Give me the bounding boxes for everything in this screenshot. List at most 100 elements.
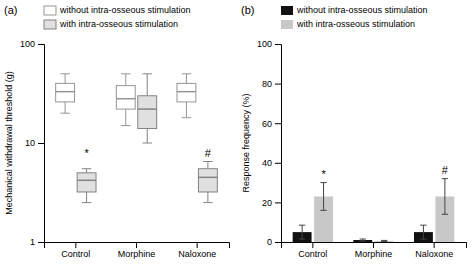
median xyxy=(116,98,135,100)
tick-label: 0 xyxy=(267,237,272,247)
median xyxy=(198,177,217,179)
tick-label: 10 xyxy=(25,138,35,148)
whisker-low xyxy=(86,192,87,203)
whisker-high xyxy=(186,74,187,84)
marks xyxy=(56,74,218,203)
cap-low xyxy=(60,113,69,114)
error-line xyxy=(444,179,445,215)
median xyxy=(138,108,157,110)
error-cap xyxy=(320,210,326,211)
whisker-low xyxy=(65,102,66,113)
error-line xyxy=(323,183,324,211)
median xyxy=(177,91,196,93)
tick-label: 1 xyxy=(30,237,35,247)
annotation: * xyxy=(321,168,326,180)
annotation: # xyxy=(205,147,212,159)
y-axis: 0 20 40 60 80 100 xyxy=(257,39,282,247)
whisker-low xyxy=(147,129,148,143)
legend-item: without intra-osseous stimulation xyxy=(281,5,428,15)
error-cap xyxy=(442,178,448,179)
legend-swatch xyxy=(281,20,293,29)
cap-high xyxy=(60,73,69,74)
tick-mark xyxy=(75,242,76,248)
x-axis: Control Morphine Naloxone xyxy=(282,242,467,259)
box xyxy=(138,74,157,143)
tick: 100 xyxy=(257,39,281,49)
error-cap xyxy=(420,225,426,226)
tick: Control xyxy=(298,242,327,259)
error-line xyxy=(423,225,424,239)
tick: Naloxone xyxy=(415,242,453,259)
bar xyxy=(375,241,394,242)
box-body xyxy=(56,83,75,102)
tick-mark xyxy=(38,143,44,144)
cap-high xyxy=(182,73,191,74)
error-cap xyxy=(381,240,387,241)
cap-high xyxy=(82,168,91,169)
legend-label: with intra-osseous stimulation xyxy=(59,19,178,29)
cap-low xyxy=(121,125,130,126)
legend: without intra-osseous stimulation with in… xyxy=(44,5,191,29)
legend-swatch xyxy=(281,6,293,15)
whisker-high xyxy=(207,162,208,169)
panel-title: (a) xyxy=(4,4,17,16)
whisker-low xyxy=(186,102,187,118)
panel-title: (b) xyxy=(241,4,254,16)
error-bar xyxy=(381,240,387,241)
error-cap xyxy=(320,182,326,183)
box xyxy=(177,74,196,118)
legend-item: with intra-osseous stimulation xyxy=(44,19,178,29)
tick: 0 xyxy=(267,237,281,247)
legend-item: without intra-osseous stimulation xyxy=(44,5,191,15)
legend-swatch xyxy=(44,20,56,29)
tick: 100 xyxy=(20,39,44,49)
tick: 60 xyxy=(262,119,281,129)
axis-line xyxy=(275,45,282,243)
tick-mark xyxy=(373,242,374,248)
tick-label: 60 xyxy=(262,119,272,129)
tick: Morphine xyxy=(355,242,393,259)
box-body xyxy=(77,173,96,192)
tick-label: Control xyxy=(298,249,327,259)
annotation: # xyxy=(442,164,449,176)
whisker-high xyxy=(65,74,66,84)
whisker-low xyxy=(125,109,126,125)
box xyxy=(198,162,217,203)
tick: 1 xyxy=(30,237,44,247)
panel: 110100ControlMorphineNaloxoneMechanical … xyxy=(4,4,230,259)
box-body xyxy=(198,169,217,192)
tick-label: Control xyxy=(61,249,90,259)
cap-high xyxy=(121,73,130,74)
error-cap xyxy=(420,239,426,240)
legend-label: without intra-osseous stimulation xyxy=(59,5,191,15)
axis-line xyxy=(282,243,467,249)
y-axis-title: Mechanical withdrawal threshold (g) xyxy=(4,71,14,215)
cap-high xyxy=(143,73,152,74)
error-bar xyxy=(442,179,448,215)
error-bar xyxy=(420,225,426,239)
median xyxy=(56,91,75,93)
tick-label: 100 xyxy=(20,39,35,49)
tick: 10 xyxy=(25,138,44,148)
error-bar xyxy=(320,183,326,211)
cap-low xyxy=(203,202,212,203)
tick-mark xyxy=(312,242,313,248)
tick-mark xyxy=(38,242,44,243)
tick: Naloxone xyxy=(178,242,216,259)
tick-label: Naloxone xyxy=(178,249,216,259)
cap-high xyxy=(203,161,212,162)
axis-line xyxy=(45,243,230,249)
tick-label: 100 xyxy=(257,39,272,49)
tick-mark xyxy=(275,84,281,85)
tick-label: 40 xyxy=(262,158,272,168)
box-body xyxy=(116,86,135,109)
tick-mark xyxy=(275,44,281,45)
tick: 80 xyxy=(262,79,281,89)
annotations: *# xyxy=(84,147,211,159)
marks xyxy=(293,179,455,242)
chart-figure: 1 10 100 Control Morphine Naloxone Mechanical … xyxy=(0,0,474,264)
tick-label: 80 xyxy=(262,79,272,89)
tick-label: 20 xyxy=(262,198,272,208)
median xyxy=(77,180,96,182)
tick-label: Morphine xyxy=(355,249,393,259)
